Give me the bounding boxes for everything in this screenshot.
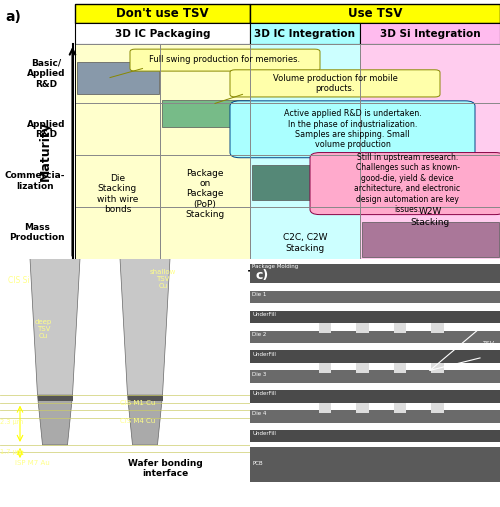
FancyBboxPatch shape [75, 4, 250, 23]
Text: CIS M4 Cu: CIS M4 Cu [120, 418, 155, 423]
Text: Die 2: Die 2 [252, 332, 267, 337]
Text: 1.7 μm: 1.7 μm [0, 449, 23, 455]
FancyBboxPatch shape [250, 410, 500, 422]
Text: CIS M1 Cu: CIS M1 Cu [120, 400, 156, 406]
Text: System Plus Consulting: System Plus Consulting [343, 500, 407, 505]
Text: c): c) [255, 269, 268, 281]
FancyBboxPatch shape [431, 323, 444, 333]
FancyBboxPatch shape [431, 403, 444, 413]
Text: UnderFill: UnderFill [252, 431, 276, 436]
FancyBboxPatch shape [250, 390, 500, 403]
FancyBboxPatch shape [250, 23, 360, 44]
FancyBboxPatch shape [356, 323, 369, 333]
FancyBboxPatch shape [356, 403, 369, 413]
Text: Still in upstream research.
Challenges such as known-
good-die, yield & device
a: Still in upstream research. Challenges s… [354, 153, 461, 214]
FancyBboxPatch shape [76, 61, 158, 94]
FancyBboxPatch shape [360, 23, 500, 44]
Text: Package
on
Package
(PoP)
Stacking: Package on Package (PoP) Stacking [186, 169, 224, 219]
Text: a): a) [5, 10, 21, 24]
Text: Mass
Production: Mass Production [10, 223, 65, 242]
FancyBboxPatch shape [250, 264, 500, 283]
FancyBboxPatch shape [319, 363, 331, 373]
Text: Wafer bonding
interface: Wafer bonding interface [128, 459, 202, 478]
FancyBboxPatch shape [252, 165, 358, 200]
Text: Don't use TSV: Don't use TSV [116, 7, 209, 20]
Polygon shape [30, 259, 80, 395]
Text: UnderFill: UnderFill [252, 391, 276, 396]
Text: deep
TSV
Cu: deep TSV Cu [35, 319, 52, 339]
FancyBboxPatch shape [162, 100, 248, 127]
Text: Die 3: Die 3 [252, 372, 267, 377]
FancyBboxPatch shape [128, 395, 162, 402]
FancyBboxPatch shape [250, 331, 500, 343]
FancyBboxPatch shape [230, 101, 475, 158]
FancyBboxPatch shape [75, 23, 250, 44]
Polygon shape [38, 395, 72, 445]
Text: C2C, C2W
Stacking: C2C, C2W Stacking [283, 233, 327, 253]
Text: PCB: PCB [252, 461, 263, 466]
Text: Die
Stacking
with wire
bonds: Die Stacking with wire bonds [97, 174, 138, 214]
FancyBboxPatch shape [38, 395, 72, 402]
FancyBboxPatch shape [394, 403, 406, 413]
Text: Package Molding: Package Molding [252, 264, 299, 269]
FancyBboxPatch shape [319, 403, 331, 413]
Text: Applied
R&D: Applied R&D [26, 120, 65, 139]
Text: Active applied R&D is undertaken.
In the phase of industrialization.
Samples are: Active applied R&D is undertaken. In the… [284, 109, 422, 150]
Text: Full swing production for memories.: Full swing production for memories. [150, 55, 300, 64]
FancyBboxPatch shape [250, 447, 500, 482]
FancyBboxPatch shape [362, 222, 498, 257]
FancyBboxPatch shape [160, 44, 250, 259]
FancyBboxPatch shape [250, 350, 500, 363]
FancyBboxPatch shape [75, 44, 160, 259]
Text: 2.3 μm: 2.3 μm [0, 419, 23, 425]
Text: Die 1: Die 1 [252, 292, 267, 297]
Text: Maturity: Maturity [38, 121, 52, 181]
FancyBboxPatch shape [356, 363, 369, 373]
Text: Basic/
Applied
R&D: Basic/ Applied R&D [26, 59, 65, 89]
FancyBboxPatch shape [250, 430, 500, 443]
Text: TSV: TSV [482, 341, 494, 346]
Text: b): b) [5, 269, 20, 281]
FancyBboxPatch shape [90, 445, 240, 492]
FancyBboxPatch shape [130, 49, 320, 71]
Text: Commercia-
lization: Commercia- lization [4, 171, 65, 191]
FancyBboxPatch shape [230, 70, 440, 97]
FancyBboxPatch shape [319, 323, 331, 333]
Text: Die 4: Die 4 [252, 411, 267, 416]
Text: UnderFill: UnderFill [252, 312, 276, 317]
Polygon shape [120, 259, 170, 395]
FancyBboxPatch shape [431, 363, 444, 373]
FancyBboxPatch shape [394, 363, 406, 373]
FancyBboxPatch shape [250, 311, 500, 323]
FancyBboxPatch shape [310, 153, 500, 214]
FancyBboxPatch shape [394, 323, 406, 333]
Polygon shape [128, 395, 162, 445]
FancyBboxPatch shape [250, 370, 500, 383]
Text: Use TSV: Use TSV [348, 7, 402, 20]
Text: ISP M7 Au: ISP M7 Au [15, 460, 50, 466]
Text: CIS Si: CIS Si [8, 276, 29, 285]
Text: 3D IC Integration: 3D IC Integration [254, 28, 356, 39]
FancyBboxPatch shape [360, 44, 500, 259]
Text: Volume production for mobile
products.: Volume production for mobile products. [272, 74, 398, 93]
Text: W2W
Stacking: W2W Stacking [410, 207, 450, 227]
Text: 3D Si Integration: 3D Si Integration [380, 28, 480, 39]
FancyBboxPatch shape [250, 4, 500, 23]
Text: 200 μm: 200 μm [426, 492, 454, 501]
Text: Technology: Technology [248, 269, 327, 282]
FancyBboxPatch shape [250, 291, 500, 303]
Text: 3D IC Packaging: 3D IC Packaging [115, 28, 210, 39]
Text: shallow
TSV
Cu: shallow TSV Cu [150, 269, 176, 289]
Text: UnderFill: UnderFill [252, 352, 276, 357]
FancyBboxPatch shape [250, 44, 360, 259]
